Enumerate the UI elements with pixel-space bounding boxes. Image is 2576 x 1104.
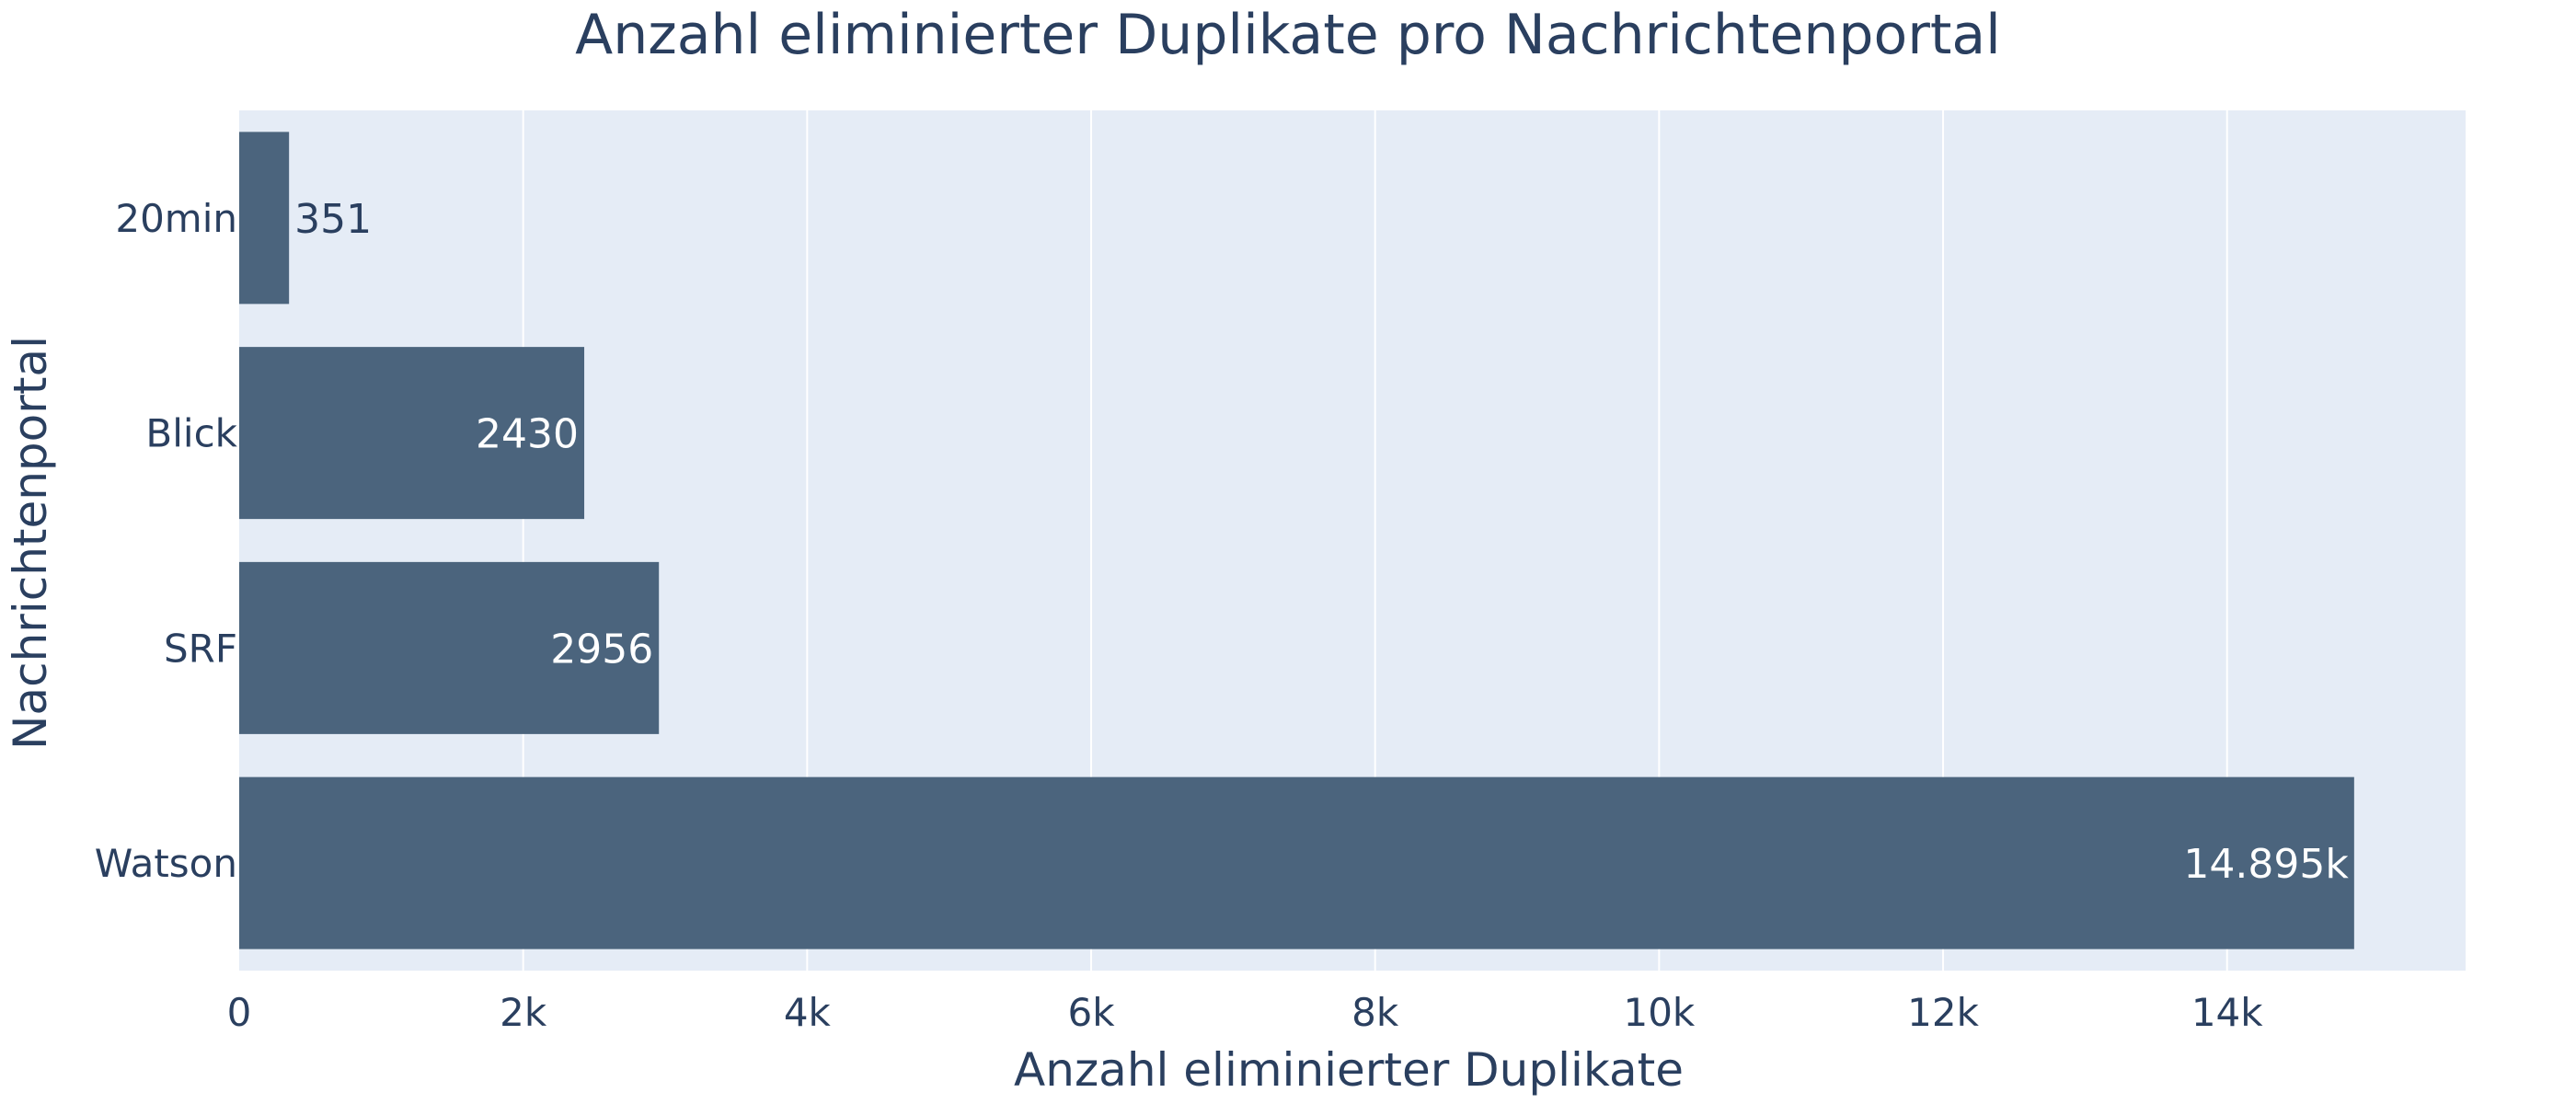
x-tick-label: 12k (1907, 990, 1979, 1035)
bar-labels: 351 2430 2956 14.895k (294, 196, 2349, 888)
x-tick-label: 4k (784, 990, 832, 1035)
y-axis-ticks: 20min Blick SRF Watson (95, 196, 238, 886)
x-tick-label: 2k (500, 990, 547, 1035)
bar-20min (239, 132, 290, 305)
x-tick-label: 6k (1067, 990, 1115, 1035)
bar-data-label: 14.895k (2183, 841, 2349, 888)
chart-title: Anzahl eliminierter Duplikate pro Nachri… (575, 3, 2001, 67)
y-tick-label: Blick (145, 411, 237, 456)
x-tick-label: 14k (2191, 990, 2263, 1035)
y-tick-label: 20min (115, 196, 237, 241)
bars (239, 132, 2354, 949)
x-axis-ticks: 0 2k 4k 6k 8k 10k 12k 14k (227, 990, 2264, 1035)
x-axis-title: Anzahl eliminierter Duplikate (1014, 1043, 1684, 1097)
x-tick-label: 8k (1351, 990, 1399, 1035)
bar-data-label: 2430 (476, 411, 579, 458)
bar-data-label: 351 (294, 196, 372, 243)
bar-blick (239, 347, 585, 520)
bar-watson (239, 776, 2354, 949)
bar-data-label: 2956 (550, 626, 653, 673)
bar-srf (239, 561, 660, 734)
y-tick-label: SRF (164, 626, 237, 671)
y-tick-label: Watson (95, 841, 237, 886)
x-tick-label: 10k (1623, 990, 1695, 1035)
x-tick-label: 0 (227, 990, 252, 1035)
y-axis-title: Nachrichtenportal (4, 336, 57, 750)
